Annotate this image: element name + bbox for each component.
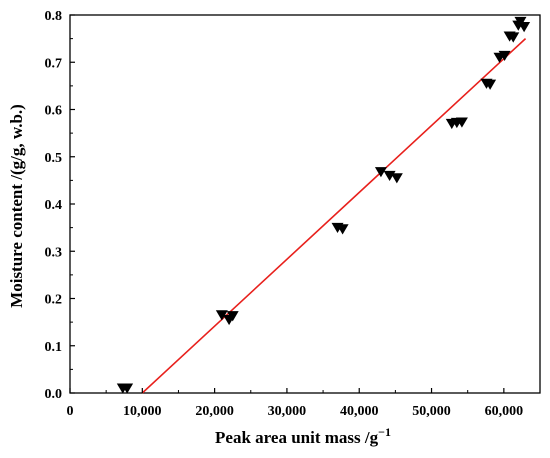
data-points-layer	[116, 16, 531, 394]
y-tick-label: 0.5	[45, 151, 63, 166]
data-point	[390, 173, 403, 184]
x-tick-label: 60,000	[485, 404, 524, 419]
y-tick-label: 0.3	[45, 245, 63, 260]
data-point	[455, 117, 468, 128]
x-axis-title-text: Peak area unit mass /g	[215, 428, 379, 447]
x-tick-label: 40,000	[340, 404, 379, 419]
x-tick-label: 50,000	[412, 404, 451, 419]
x-tick-label: 10,000	[123, 404, 162, 419]
y-axis-ticks: 0.0 0.1 0.2 0.3 0.4 0.5 0.6 0.7 0.8	[45, 9, 75, 402]
x-tick-label: 0	[67, 404, 74, 419]
y-tick-label: 0.1	[45, 340, 63, 355]
y-tick-label: 0.8	[45, 9, 63, 24]
x-axis-title-superscript: −1	[378, 425, 391, 439]
data-point	[336, 224, 349, 235]
x-tick-label: 30,000	[268, 404, 307, 419]
y-axis-title: Moisture content /(g/g, w.b.)	[7, 104, 26, 308]
x-tick-label: 20,000	[195, 404, 234, 419]
x-axis-ticks: 0 10,000 20,000 30,000 40,000 50,000 60,000	[67, 388, 524, 419]
data-point	[484, 79, 497, 90]
data-point	[518, 22, 531, 33]
plot-frame	[69, 14, 541, 394]
data-point	[226, 311, 239, 322]
data-point	[374, 167, 387, 178]
data-point	[121, 383, 134, 394]
data-point	[215, 310, 228, 321]
y-tick-label: 0.2	[45, 293, 63, 308]
y-tick-label: 0.6	[45, 104, 63, 119]
data-point	[514, 16, 527, 28]
y-tick-label: 0.7	[45, 56, 63, 71]
x-axis-title: Peak area unit mass /g−1	[215, 425, 391, 447]
y-tick-label: 0.4	[45, 198, 63, 213]
fit-line-layer	[141, 38, 527, 394]
y-tick-label: 0.0	[45, 387, 63, 402]
fit-line	[141, 38, 527, 394]
plot-border	[69, 14, 541, 394]
data-point	[498, 50, 511, 62]
data-point	[507, 32, 520, 43]
